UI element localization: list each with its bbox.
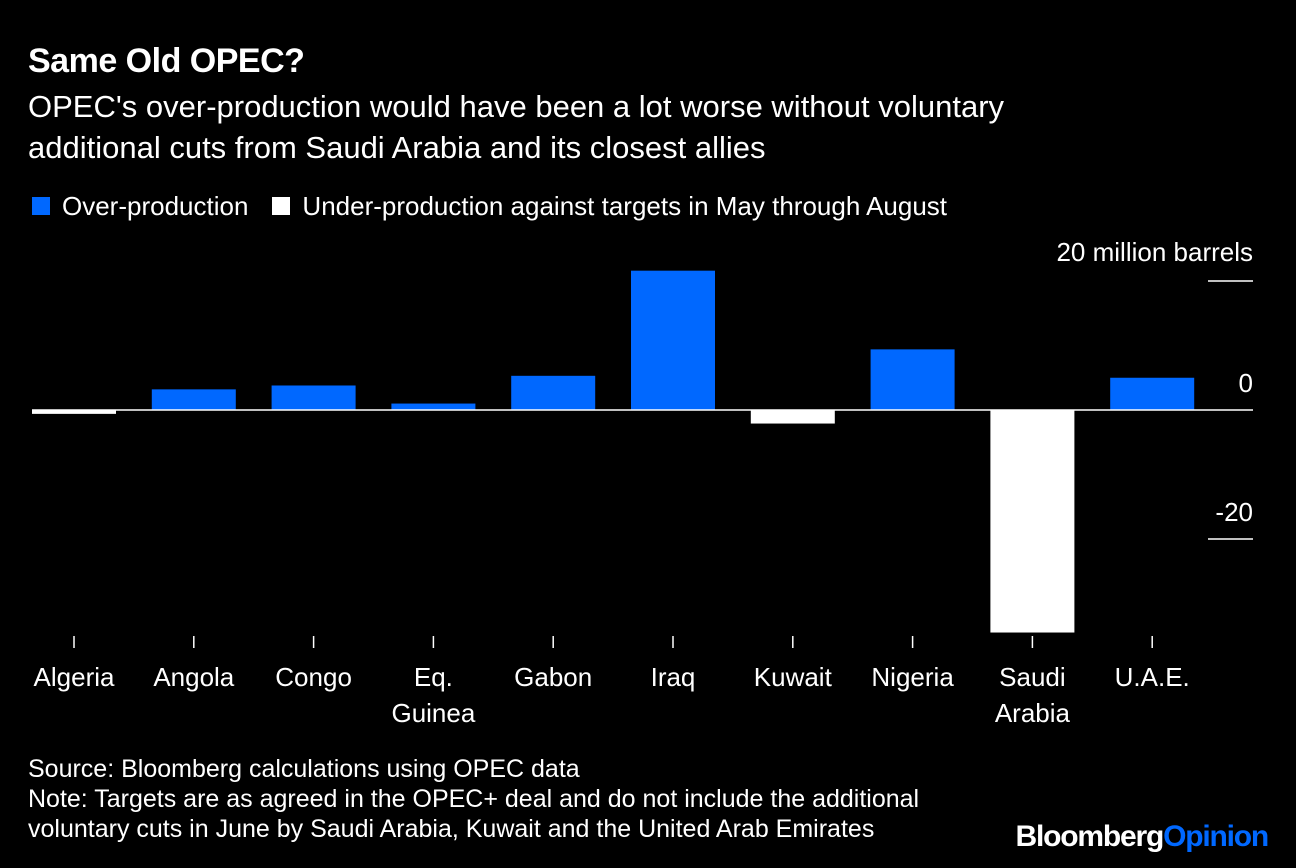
bar-iraq xyxy=(631,270,715,410)
x-tick-label: Guinea xyxy=(391,698,475,728)
y-tick-label: -20 xyxy=(1215,497,1253,527)
legend-swatch-over xyxy=(32,197,50,215)
y-axis-unit-label: 20 million barrels xyxy=(1056,237,1253,267)
bar-saudi-arabia xyxy=(990,410,1075,633)
chart-title: Same Old OPEC? xyxy=(28,42,305,80)
x-tick-label: Iraq xyxy=(651,662,696,692)
chart-legend: Over-production Under-production against… xyxy=(32,190,971,222)
legend-swatch-under xyxy=(272,197,291,215)
source-text: Source: Bloomberg calculations using OPE… xyxy=(28,755,580,783)
x-tick-label: Algeria xyxy=(34,662,115,692)
x-tick-label: Angola xyxy=(153,662,234,692)
bar-u-a-e- xyxy=(1110,377,1195,410)
legend-label-over: Over-production xyxy=(62,190,249,221)
x-tick-label: Kuwait xyxy=(754,662,833,692)
note-line-1: Note: Targets are as agreed in the OPEC+… xyxy=(28,785,920,813)
bar-eq-guinea xyxy=(391,403,476,410)
legend-label-under: Under-production against targets in May … xyxy=(302,190,948,221)
bar-algeria xyxy=(32,410,116,414)
bar-congo xyxy=(271,385,356,410)
x-tick-label: Nigeria xyxy=(871,662,954,692)
chart-subtitle: OPEC's over-production would have been a… xyxy=(28,86,1228,168)
subtitle-line-2: additional cuts from Saudi Arabia and it… xyxy=(28,130,766,165)
subtitle-line-1: OPEC's over-production would have been a… xyxy=(28,89,1005,124)
x-tick-label: Congo xyxy=(275,662,352,692)
note-line-2: voluntary cuts in June by Saudi Arabia, … xyxy=(28,815,875,843)
x-tick-label: Saudi xyxy=(999,662,1066,692)
bar-angola xyxy=(151,389,236,410)
bloomberg-opinion-logo: BloombergOpinion xyxy=(1015,820,1270,854)
logo-part-opinion: Opinion xyxy=(1163,820,1269,853)
bar-nigeria xyxy=(870,349,955,410)
bar-kuwait xyxy=(750,410,835,424)
legend-item-under: Under-production against targets in May … xyxy=(272,191,947,222)
legend-item-over: Over-production xyxy=(32,191,248,222)
chart-footer: Source: Bloomberg calculations using OPE… xyxy=(28,754,919,844)
logo-part-bloomberg: Bloomberg xyxy=(1015,820,1165,853)
x-tick-label: Gabon xyxy=(514,662,592,692)
bar-gabon xyxy=(511,375,596,410)
y-tick-label: 0 xyxy=(1239,368,1253,398)
x-tick-label: U.A.E. xyxy=(1115,662,1190,692)
x-tick-label: Eq. xyxy=(414,662,453,692)
x-tick-label: Arabia xyxy=(995,698,1071,728)
